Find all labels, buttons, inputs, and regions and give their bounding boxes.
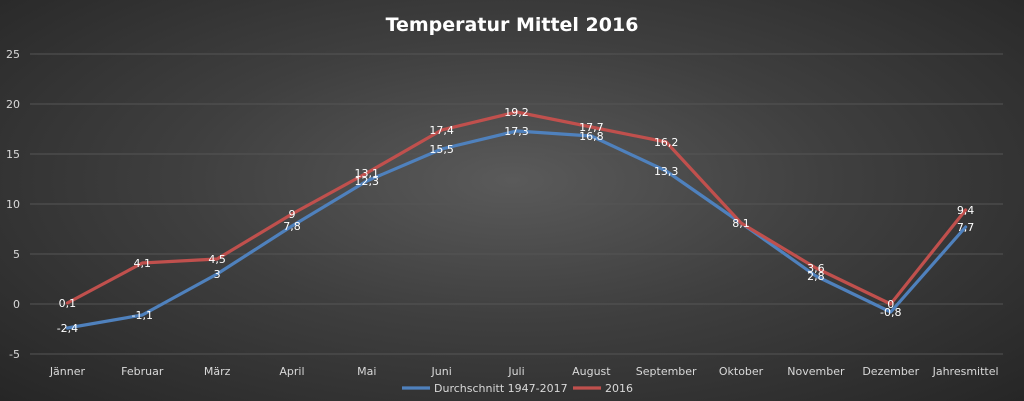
data-label: 17,4 — [429, 124, 454, 137]
x-tick-label: Dezember — [862, 365, 919, 378]
x-tick-label: Februar — [121, 365, 164, 378]
x-tick-label: April — [279, 365, 304, 378]
data-label: 13,3 — [654, 165, 679, 178]
y-tick-label: 10 — [6, 198, 20, 211]
data-label: 4,5 — [208, 253, 226, 266]
x-tick-label: Jahresmittel — [932, 365, 999, 378]
data-label: 2,8 — [807, 270, 825, 283]
data-labels: -2,4 -1,1 3 7,8 12,3 15,5 17,3 16,8 13,3 8,1 2,8 -0… — [57, 106, 975, 335]
data-label: 12,3 — [355, 175, 380, 188]
data-label: 16,2 — [654, 136, 679, 149]
x-tick-label: Juni — [431, 365, 452, 378]
data-label: 19,2 — [504, 106, 529, 119]
data-label: 0 — [887, 298, 894, 311]
data-label: -2,4 — [57, 322, 78, 335]
y-tick-label: 5 — [13, 248, 20, 261]
x-tick-label: Juli — [507, 365, 524, 378]
data-label: 7,8 — [283, 220, 301, 233]
data-label: 0,1 — [59, 297, 77, 310]
series-line-0 — [65, 129, 968, 330]
x-tick-label: März — [204, 365, 231, 378]
y-tick-label: 0 — [13, 298, 20, 311]
x-tick-label: Oktober — [719, 365, 764, 378]
x-tick-label: November — [787, 365, 845, 378]
data-label: -1,1 — [132, 309, 153, 322]
data-label: 4,1 — [134, 257, 152, 270]
x-axis-ticks: Jänner Februar März April Mai Juni Juli August S… — [49, 365, 999, 378]
gridlines — [30, 53, 1003, 355]
x-tick-label: September — [636, 365, 697, 378]
data-label: 3,6 — [807, 262, 825, 275]
y-tick-label: -5 — [9, 348, 20, 361]
legend-label-0: Durchschnitt 1947-2017 — [434, 382, 568, 395]
data-label: 15,5 — [429, 143, 454, 156]
legend: Durchschnitt 1947-2017 2016 — [402, 382, 633, 395]
x-tick-label: Jänner — [49, 365, 86, 378]
data-label: 9 — [288, 208, 295, 221]
chart-title: Temperatur Mittel 2016 — [386, 14, 639, 36]
y-tick-label: 15 — [6, 148, 20, 161]
y-axis-ticks: -5 0 5 10 15 20 25 — [6, 48, 20, 361]
data-label: 8,1 — [732, 217, 750, 230]
data-label: 17,3 — [504, 125, 529, 138]
legend-label-1: 2016 — [605, 382, 633, 395]
series-line-1 — [65, 110, 968, 306]
data-label: -0,8 — [880, 306, 901, 319]
x-tick-label: Mai — [357, 365, 376, 378]
data-label: 9,4 — [957, 204, 975, 217]
y-tick-label: 20 — [6, 98, 20, 111]
series-lines — [65, 110, 968, 330]
data-label: 7,7 — [957, 221, 975, 234]
y-tick-label: 25 — [6, 48, 20, 61]
data-label: 16,8 — [579, 130, 604, 143]
x-tick-label: August — [572, 365, 611, 378]
data-label: 13,1 — [355, 167, 380, 180]
data-label: 3 — [214, 268, 221, 281]
data-label: 17,7 — [579, 121, 604, 134]
